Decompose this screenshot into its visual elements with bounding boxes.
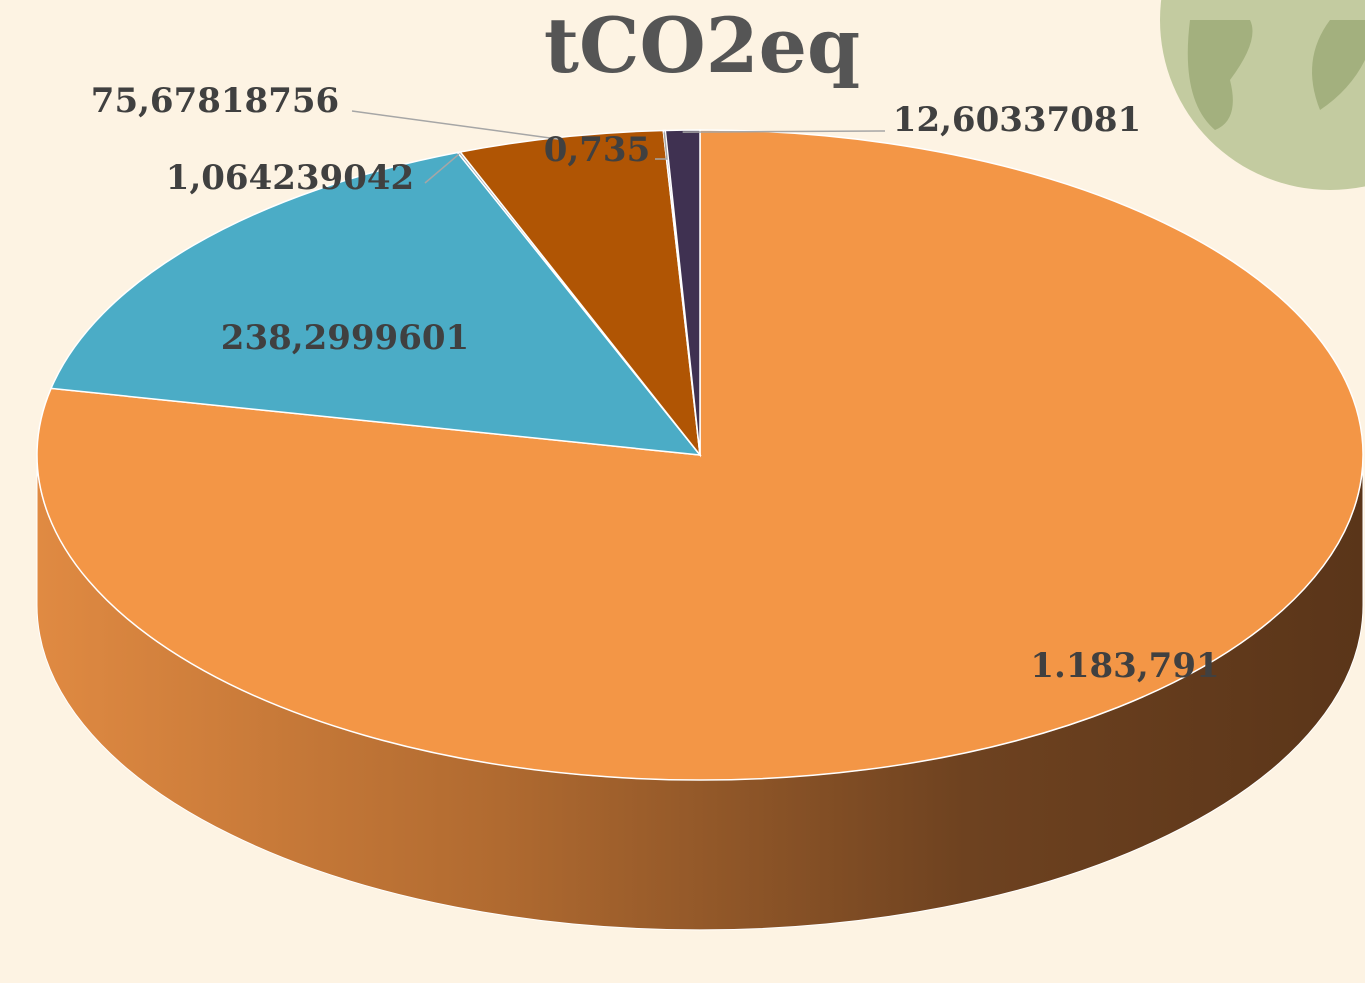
leader-line (682, 130, 885, 133)
data-label: 1,064239042 (166, 158, 414, 198)
pie-slice (664, 129, 701, 456)
data-label: 75,67818756 (91, 81, 339, 121)
leader-line (351, 110, 561, 141)
data-label: 238,2999601 (221, 318, 469, 358)
globe-decoration (1160, 0, 1365, 190)
data-label: 12,60337081 (893, 100, 1141, 140)
data-label: 0,735 (544, 130, 650, 170)
leader-line (424, 153, 460, 184)
pie-slice (458, 129, 702, 458)
pie-slice (49, 151, 702, 456)
data-label: 1.183,791 (1030, 646, 1219, 686)
chart-title: tCO2eq (544, 1, 860, 90)
leader-line (655, 132, 668, 160)
